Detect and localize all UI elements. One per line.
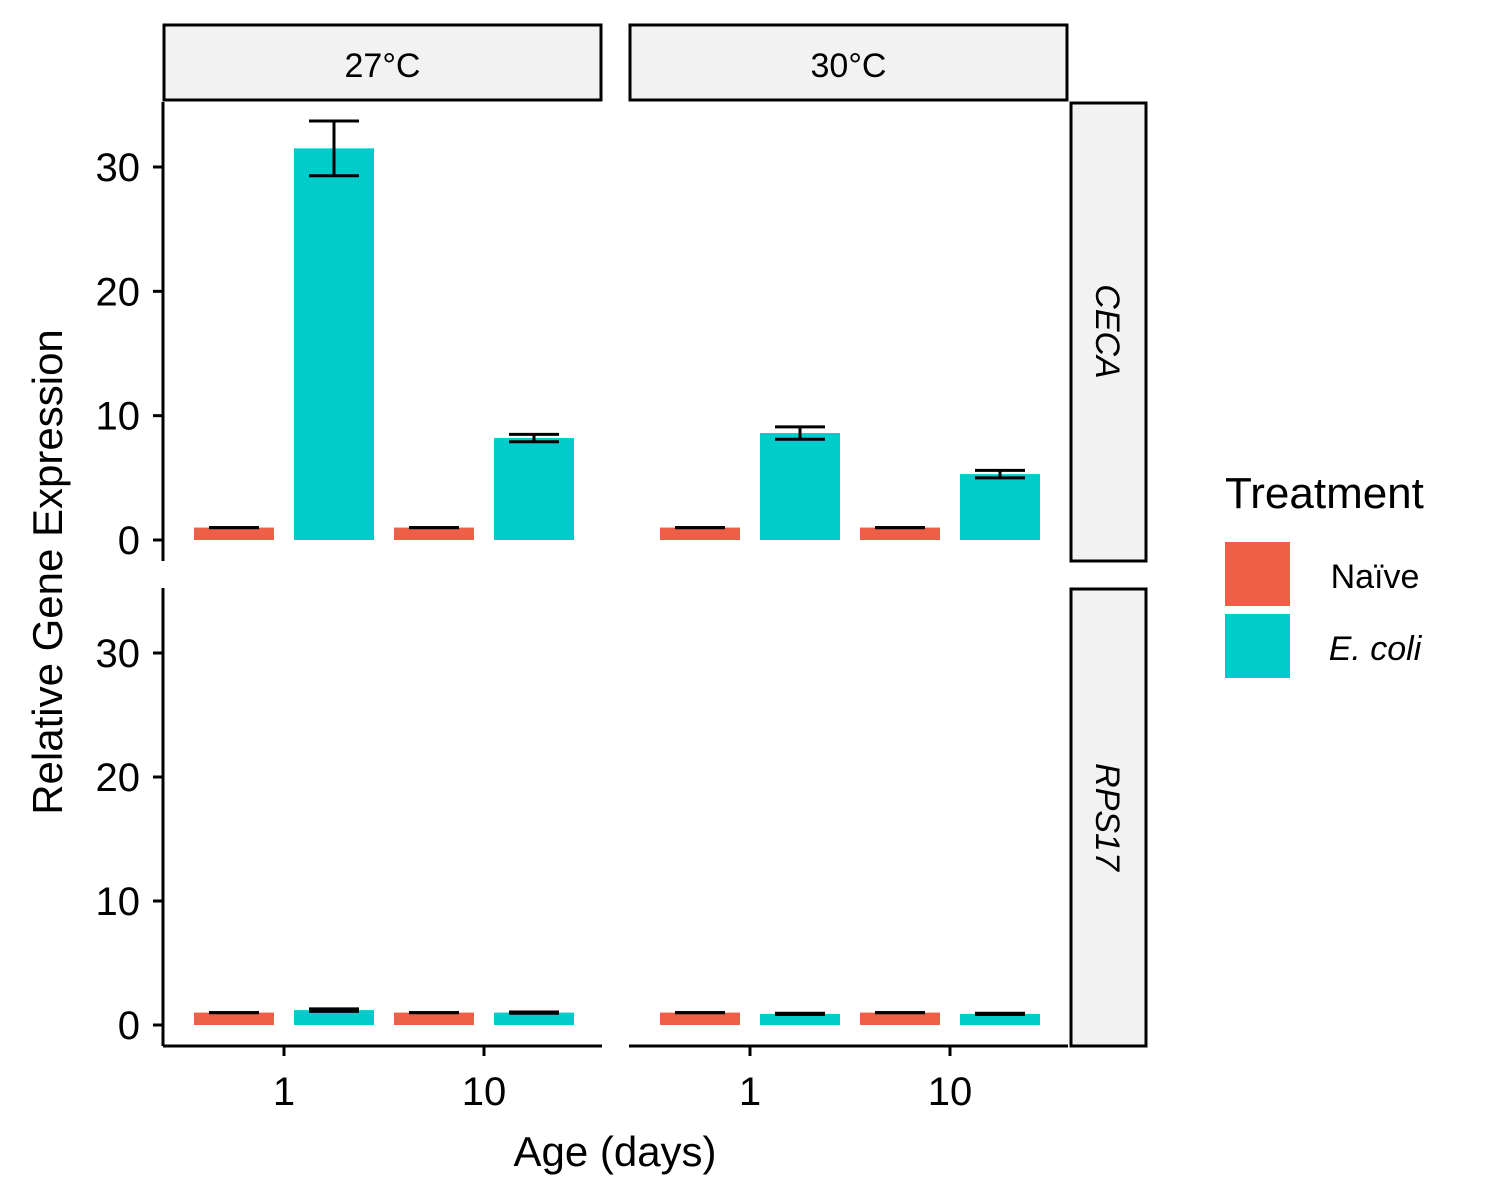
- bar-e-coli-10: [494, 438, 574, 540]
- x-tick-label: 10: [928, 1070, 973, 1114]
- legend: Treatment Naïve E. coli: [1225, 469, 1424, 678]
- bar-na-ve-10: [860, 527, 940, 540]
- x-axis-title: Age (days): [513, 1128, 716, 1175]
- bar-na-ve-1: [194, 527, 274, 540]
- error-bar-e-coli-10: [975, 468, 1025, 480]
- row-strip-box: [1069, 101, 1148, 563]
- error-bar-e-coli-1: [775, 1011, 825, 1016]
- x-axis-30-c: 1 10: [629, 1044, 1068, 1114]
- y-axis-ceca: 0 10 20 30: [96, 102, 165, 563]
- x-tick-label: 1: [739, 1070, 761, 1114]
- bar-e-coli-10: [960, 1013, 1040, 1025]
- bar-na-ve-10: [860, 1012, 940, 1025]
- legend-key: [1225, 614, 1290, 678]
- y-tick-label: 30: [96, 146, 141, 190]
- bar-na-ve-10: [394, 527, 474, 540]
- bar-e-coli-10: [494, 1012, 574, 1025]
- y-tick-label: 0: [118, 519, 140, 563]
- y-tick-label: 30: [96, 632, 141, 676]
- error-bar-e-coli-10: [509, 432, 559, 444]
- chart-panels: [194, 119, 1040, 1025]
- y-tick-label: 10: [96, 880, 141, 924]
- bar-e-coli-1: [760, 433, 840, 540]
- error-bar-e-coli-1: [309, 1007, 359, 1013]
- column-strip-30-c: 30°C: [628, 23, 1069, 102]
- bar-na-ve-1: [194, 1012, 274, 1025]
- bar-e-coli-10: [960, 474, 1040, 540]
- column-strip-box: [162, 23, 603, 102]
- y-tick-label: 20: [96, 270, 141, 314]
- bar-na-ve-1: [660, 1012, 740, 1025]
- x-tick-label: 10: [462, 1070, 507, 1114]
- chart-axes: 0 10 20 30 0 10 20 30 1 10 1 10: [96, 102, 1068, 1114]
- column-strip-box: [628, 23, 1069, 102]
- bar-na-ve-10: [394, 1012, 474, 1025]
- bar-e-coli-1: [294, 1010, 374, 1025]
- row-strip-rps17: RPS17: [1069, 587, 1148, 1048]
- panel-ceca-27-c: [194, 119, 574, 540]
- legend-key: [1225, 542, 1290, 606]
- column-strip-label: 27°C: [345, 47, 421, 85]
- row-strip-label: RPS17: [1088, 763, 1126, 872]
- row-strip-ceca: CECA: [1069, 101, 1148, 563]
- y-tick-label: 0: [118, 1004, 140, 1048]
- row-strip-label: CECA: [1088, 284, 1126, 378]
- row-strip-box: [1069, 587, 1148, 1048]
- error-bar-e-coli-10: [509, 1010, 559, 1015]
- bar-e-coli-1: [294, 148, 374, 540]
- facet-strips: 27°C 30°C CECA RPS17: [162, 23, 1148, 1048]
- legend-label: Naïve: [1331, 558, 1420, 596]
- x-tick-label: 1: [273, 1070, 295, 1114]
- x-axis-27-c: 1 10: [163, 1044, 602, 1114]
- legend-label: E. coli: [1329, 630, 1423, 668]
- legend-item-na-ve: Naïve: [1225, 542, 1419, 606]
- error-bar-e-coli-10: [975, 1011, 1025, 1016]
- y-tick-label: 10: [96, 395, 141, 439]
- column-strip-27-c: 27°C: [162, 23, 603, 102]
- panel-rps17-30-c: [660, 1011, 1040, 1025]
- legend-item-e-coli: E. coli: [1225, 614, 1423, 678]
- legend-title: Treatment: [1225, 469, 1424, 518]
- y-axis-rps17: 0 10 20 30: [96, 588, 165, 1048]
- bar-e-coli-1: [760, 1013, 840, 1025]
- panel-ceca-30-c: [660, 425, 1040, 540]
- error-bar-e-coli-1: [309, 119, 359, 178]
- bar-na-ve-1: [660, 527, 740, 540]
- panel-rps17-27-c: [194, 1007, 574, 1025]
- y-axis-title: Relative Gene Expression: [24, 329, 71, 815]
- y-tick-label: 20: [96, 756, 141, 800]
- column-strip-label: 30°C: [811, 47, 887, 85]
- error-bar-e-coli-1: [775, 425, 825, 441]
